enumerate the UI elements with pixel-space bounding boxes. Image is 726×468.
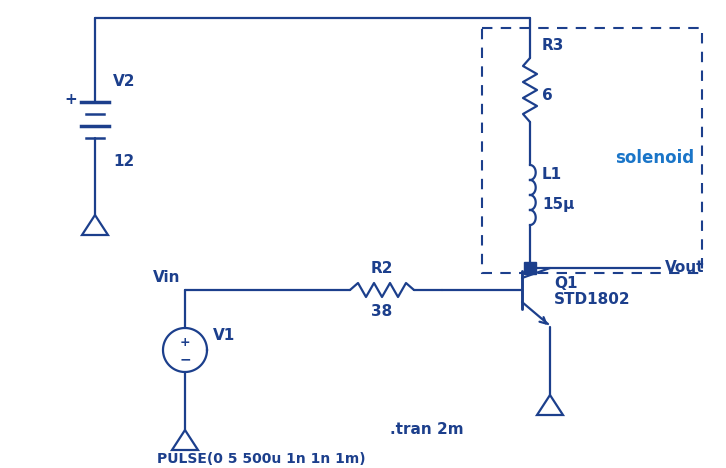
- Text: Vin: Vin: [152, 270, 180, 285]
- Text: 15μ: 15μ: [542, 197, 574, 212]
- Text: 38: 38: [372, 304, 393, 319]
- Text: V2: V2: [113, 74, 136, 89]
- Text: −: −: [179, 352, 191, 366]
- Text: R3: R3: [542, 38, 564, 53]
- Text: Q1: Q1: [554, 276, 577, 291]
- Text: 12: 12: [113, 154, 134, 169]
- Text: V1: V1: [213, 328, 235, 343]
- Text: PULSE(0 5 500u 1n 1n 1m): PULSE(0 5 500u 1n 1n 1m): [157, 452, 366, 466]
- Text: Vout: Vout: [665, 261, 704, 276]
- Text: L1: L1: [542, 167, 562, 182]
- Text: +: +: [65, 93, 78, 108]
- Text: .tran 2m: .tran 2m: [390, 423, 464, 438]
- Text: STD1802: STD1802: [554, 292, 631, 307]
- Text: R2: R2: [371, 261, 393, 276]
- Text: 6: 6: [542, 88, 552, 102]
- Text: +: +: [180, 336, 190, 349]
- Text: solenoid: solenoid: [615, 149, 694, 167]
- Bar: [482, 28, 702, 273]
